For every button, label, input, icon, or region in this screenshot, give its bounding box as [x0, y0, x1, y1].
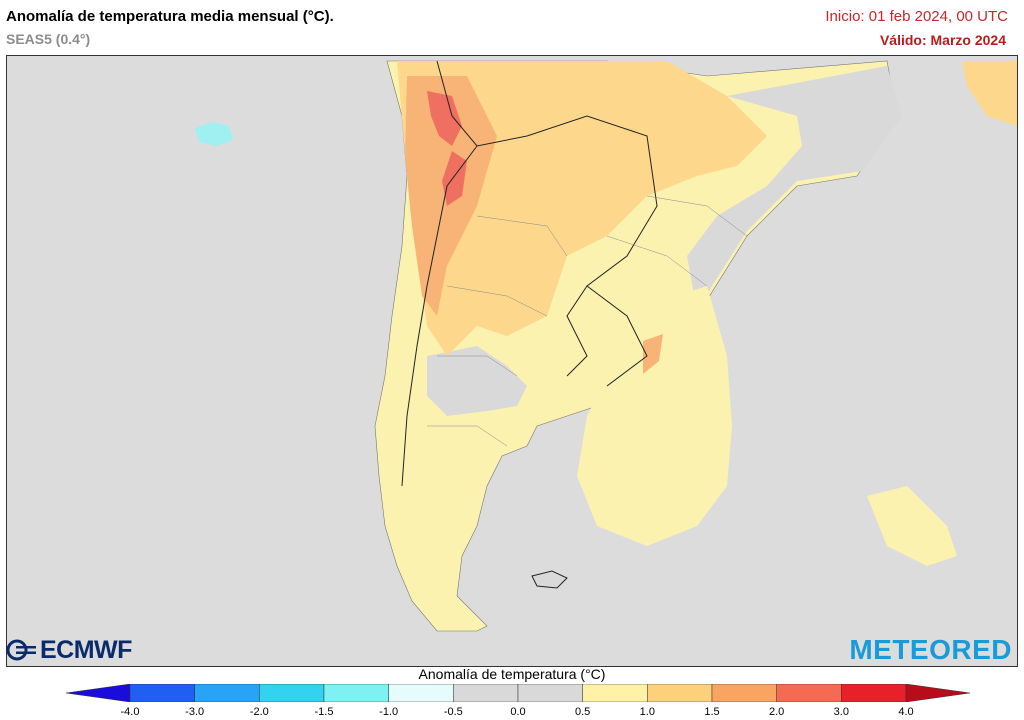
- map-canvas: [195, 60, 1017, 632]
- cool-patch-pacific: [195, 122, 233, 146]
- colorbar-tick-label: -0.5: [443, 706, 463, 718]
- colorbar-extend-low: [66, 684, 131, 702]
- colorbar: [66, 684, 970, 702]
- colorbar-extend-high: [905, 684, 970, 702]
- valid-period: Válido: Marzo 2024: [879, 32, 1006, 48]
- colorbar-tick-label: -1.5: [314, 706, 334, 718]
- colorbar-segment: [841, 684, 907, 702]
- colorbar-segment: [647, 684, 713, 702]
- colorbar-tick-label: 1.5: [704, 706, 720, 718]
- colorbar-segment: [453, 684, 519, 702]
- colorbar-title: Anomalía de temperatura (°C): [418, 666, 606, 682]
- colorbar-tick-label: 4.0: [898, 706, 914, 718]
- colorbar-tick-label: -1.0: [379, 706, 399, 718]
- warm-patch-northeast: [962, 61, 1017, 126]
- hot-spot-puna: [442, 151, 467, 206]
- falkland-islands: [531, 570, 568, 589]
- colorbar-segment: [517, 684, 583, 702]
- colorbar-segment: [388, 684, 454, 702]
- colorbar-tick-label: -3.0: [185, 706, 205, 718]
- model-label: SEAS5 (0.4°): [6, 31, 91, 47]
- colorbar-segment: [711, 684, 777, 702]
- colorbar-tick-label: 1.0: [639, 706, 655, 718]
- neutral-region-pampa: [427, 346, 527, 416]
- neutral-region-brazil: [687, 66, 902, 311]
- hot-spot-altiplano: [427, 91, 462, 146]
- country-borders: [401, 60, 658, 487]
- colorbar-tick-label: -2.0: [249, 706, 269, 718]
- init-date: Inicio: 01 feb 2024, 00 UTC: [825, 8, 1008, 25]
- colorbar-tick-label: 0.0: [510, 706, 526, 718]
- province-borders: [427, 195, 748, 447]
- anomaly-map[interactable]: [6, 55, 1018, 667]
- colorbar-segment: [259, 684, 325, 702]
- warm-patch-east: [867, 486, 957, 566]
- colorbar-segment: [582, 684, 648, 702]
- ecmwf-logo: ECMWF: [6, 636, 132, 664]
- colorbar-tick-label: 0.5: [575, 706, 591, 718]
- colorbar-tick-label: 2.0: [769, 706, 785, 718]
- colorbar-tick-label: -4.0: [120, 706, 140, 718]
- colorbar-ticks: -4.0 -3.0 -2.0 -1.5 -1.0 -0.5 0.0 0.5 1.0 1.5 2.0 3…: [0, 706, 1024, 720]
- ecmwf-emblem-icon: [6, 639, 36, 661]
- colorbar-segment: [323, 684, 389, 702]
- ecmwf-logo-text: ECMWF: [40, 635, 132, 664]
- colorbar-segment: [194, 684, 260, 702]
- colorbar-segment: [129, 684, 195, 702]
- meteored-logo: METEORED: [849, 634, 1012, 665]
- map-title: Anomalía de temperatura media mensual (°…: [6, 8, 334, 25]
- colorbar-segment: [776, 684, 842, 702]
- warm-spot-atlantic: [643, 334, 663, 374]
- warm-region-atlantic: [577, 286, 732, 546]
- colorbar-tick-label: 3.0: [833, 706, 849, 718]
